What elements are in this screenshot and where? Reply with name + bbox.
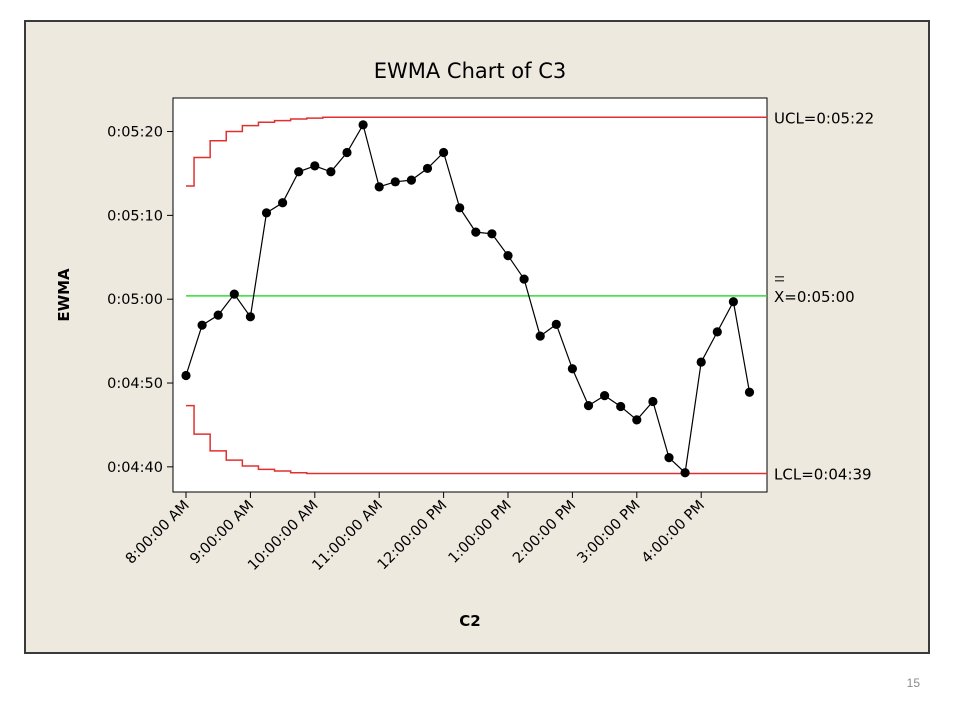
ewma-point (374, 182, 384, 192)
ucl-label: UCL=0:05:22 (774, 109, 874, 127)
ewma-point (632, 415, 642, 425)
x-tick-label: 1:00:00 PM (446, 498, 515, 567)
ewma-point (551, 319, 561, 329)
lcl-line (186, 404, 767, 475)
ewma-point (664, 453, 674, 463)
ewma-point (696, 357, 706, 367)
ewma-point (535, 331, 545, 341)
ewma-point (519, 274, 529, 284)
y-axis-label: EWMA (55, 268, 73, 322)
lcl-label: LCL=0:04:39 (774, 466, 872, 484)
ewma-point (471, 227, 481, 237)
ewma-point (680, 468, 690, 478)
ewma-point (616, 401, 626, 412)
ewma-point (390, 177, 400, 187)
ewma-point (728, 297, 739, 307)
ewma-point (310, 161, 320, 171)
chart-frame: EWMA Chart of C3 0:04:40 0:04:50 0:05:00 0:0… (24, 20, 930, 654)
x-tick-label: 2:00:00 PM (510, 498, 579, 567)
x-tick-label: 3:00:00 PM (574, 498, 643, 567)
ewma-point (567, 364, 578, 374)
ewma-point (503, 251, 513, 261)
ewma-chart: EWMA Chart of C3 0:04:40 0:04:50 0:05:00 0:0… (55, 59, 874, 630)
ewma-point (422, 163, 433, 174)
x-tick-label: 12:00:00 PM (375, 498, 451, 574)
ewma-point (278, 198, 288, 208)
x-tick-label: 8:00:00 AM (123, 498, 193, 568)
y-tick-label: 0:05:20 (107, 125, 163, 141)
y-tick-label: 0:05:00 (107, 292, 163, 308)
chart-title: EWMA Chart of C3 (374, 59, 567, 83)
ewma-point (455, 203, 465, 213)
ewma-point (342, 147, 352, 158)
x-axis-label: C2 (459, 612, 480, 630)
ewma-point (487, 229, 497, 239)
slide-number: 15 (906, 676, 920, 690)
ewma-point (261, 208, 272, 218)
plot-area (172, 97, 768, 493)
ewma-point (583, 401, 594, 411)
ewma-point (439, 147, 449, 158)
center-label: X=0:05:00 (774, 288, 855, 306)
ewma-point (326, 167, 336, 177)
x-tick-label: 9:00:00 AM (187, 498, 257, 568)
ucl-line (186, 116, 767, 187)
ewma-point (744, 387, 755, 397)
ewma-point (294, 167, 304, 177)
ewma-point (600, 390, 610, 401)
ewma-point (245, 312, 255, 322)
y-tick-label: 0:04:40 (107, 460, 163, 476)
ewma-point (213, 310, 223, 320)
ewma-point (358, 120, 368, 130)
ewma-point (181, 370, 191, 381)
x-tick-label: 4:00:00 PM (639, 498, 708, 567)
ewma-point (648, 396, 658, 407)
ewma-point (712, 327, 722, 337)
y-tick-label: 0:04:50 (107, 376, 163, 392)
ewma-point (406, 175, 416, 185)
y-tick-label: 0:05:10 (107, 208, 163, 224)
ewma-point (229, 289, 239, 299)
ewma-point (197, 320, 207, 330)
